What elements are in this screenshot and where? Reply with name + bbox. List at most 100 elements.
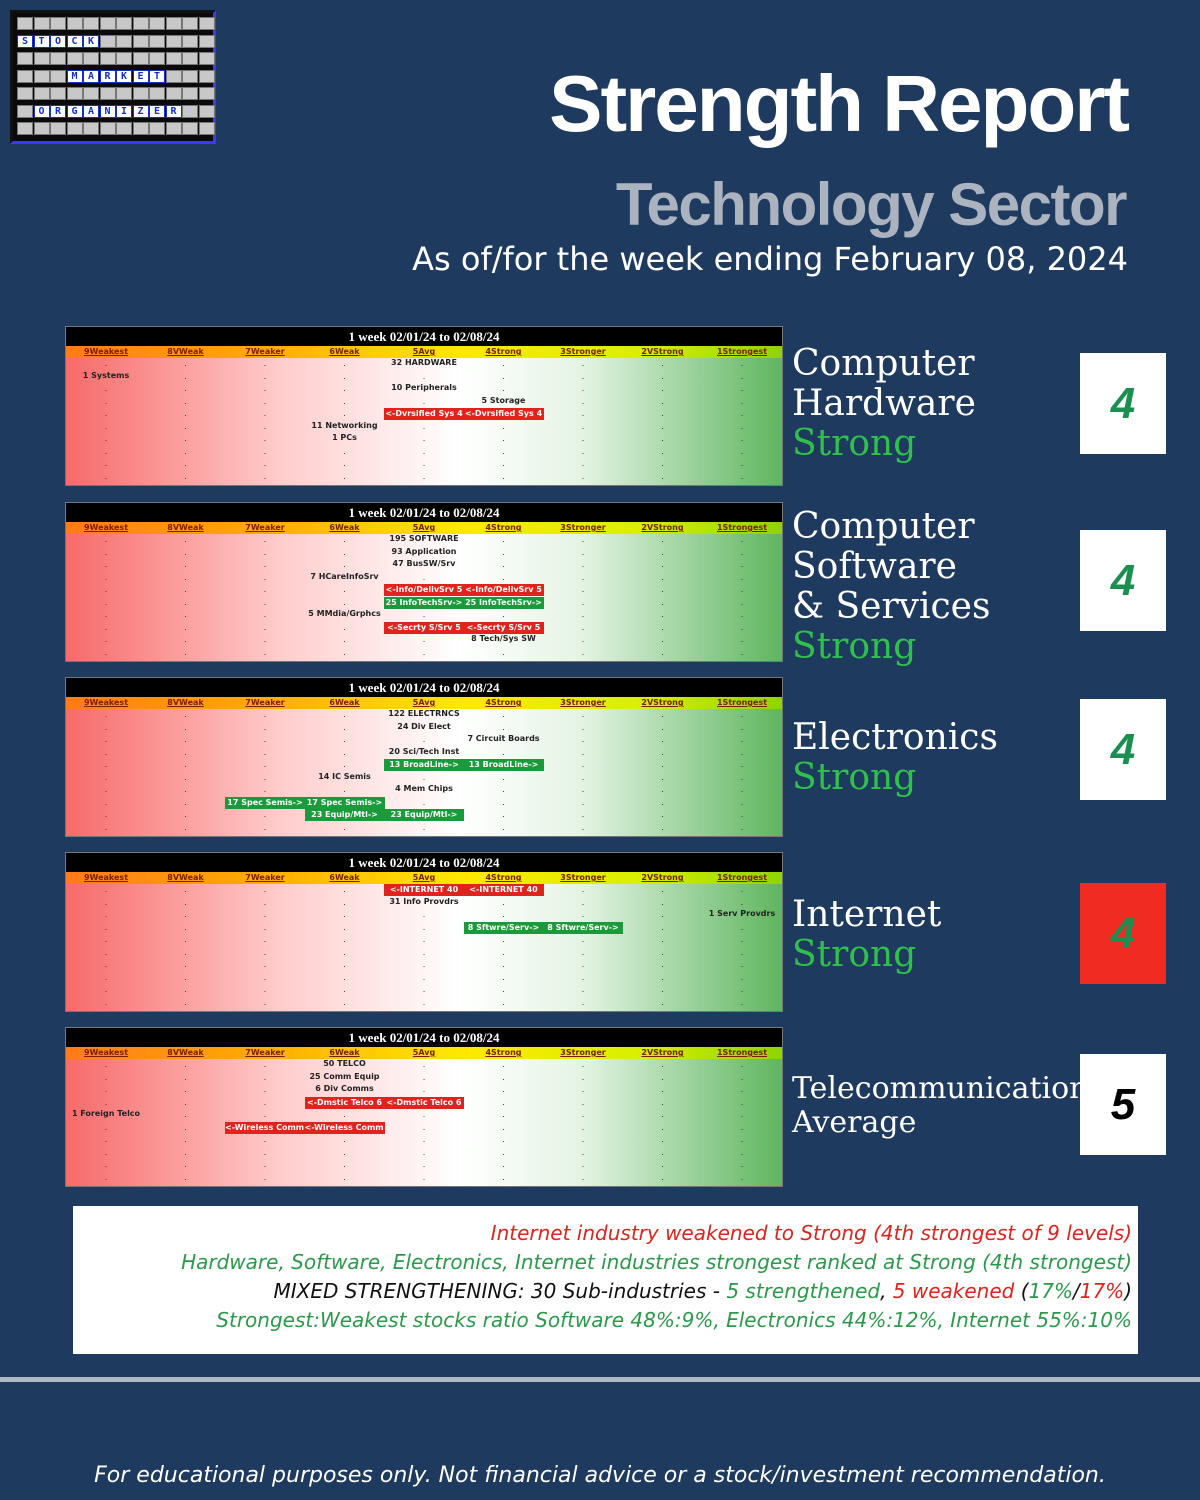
logo-tile (17, 87, 33, 100)
grid-dot: . (581, 446, 585, 456)
grid-dot: . (740, 1122, 744, 1132)
grid-dot: . (184, 396, 187, 406)
grid-dot: . (343, 396, 346, 406)
logo-tile: T (33, 34, 50, 48)
logo-tile (17, 122, 33, 135)
grid-dot: . (343, 622, 346, 632)
grid-dot: . (263, 810, 267, 819)
grid-dot: . (104, 471, 108, 481)
grid-dot: . (740, 359, 744, 368)
level-header-row: 9Weakest 8VWeak 7Weaker 6Weak 5Avg 4Strong 3St… (66, 522, 782, 534)
grid-dot: . (740, 960, 744, 969)
grid-dot: . (740, 797, 744, 807)
grid-dot: . (104, 421, 108, 431)
grid-dot: . (104, 1147, 108, 1157)
logo-tile: Z (132, 104, 149, 118)
sub-industry-label: 47 BusSW/Srv (392, 559, 456, 568)
grid-dot: . (343, 785, 346, 794)
grid-dot: . (263, 1135, 267, 1144)
logo-tile (182, 122, 198, 135)
grid-dot: . (422, 922, 426, 932)
grid-dot: . (184, 371, 187, 381)
grid-dot: . (263, 409, 267, 418)
level-label: 1Strongest (716, 873, 768, 882)
grid-dot: . (184, 897, 187, 907)
grid-dot: . (343, 1135, 346, 1144)
grid-dot: . (661, 1097, 664, 1107)
grid-dot: . (661, 710, 664, 719)
sub-industry-label: 1 Foreign Telco (71, 1109, 141, 1118)
logo-tile: S (17, 34, 33, 48)
logo-tile: T (149, 69, 165, 83)
grid-dot: . (263, 1097, 267, 1107)
grid-dot: . (502, 772, 505, 782)
grid-dot: . (104, 947, 108, 957)
sub-industry-label: 11 Networking (311, 420, 378, 430)
grid-dot: . (104, 935, 108, 944)
grid-dot: . (422, 772, 426, 782)
grid-dot: . (184, 885, 187, 894)
logo-tile: R (165, 104, 182, 118)
grid-dot: . (422, 735, 426, 744)
grid-dot: . (740, 409, 744, 418)
level-label: 3Stronger (560, 1048, 606, 1057)
grid-dot: . (661, 1160, 664, 1169)
grid-dot: . (422, 1172, 426, 1182)
grid-dot: . (740, 459, 744, 468)
logo-tile (50, 52, 66, 65)
grid-dot: . (104, 747, 108, 757)
grid-dot: . (740, 535, 744, 544)
logo-tile (149, 87, 165, 100)
panel-grid: ........................................… (66, 1059, 782, 1186)
grid-dot: . (581, 985, 585, 994)
grid-dot: . (661, 434, 664, 443)
grid-dot: . (661, 610, 664, 619)
logo-tile: O (33, 104, 50, 118)
level-label: 8VWeak (167, 873, 204, 882)
grid-dot: . (184, 1097, 187, 1107)
grid-dot: . (184, 434, 187, 443)
grid-dot: . (740, 972, 744, 982)
grid-dot: . (661, 722, 664, 732)
logo-tile (165, 87, 182, 100)
level-label: 7Weaker (245, 347, 285, 356)
grid-dot: . (343, 972, 346, 982)
grid-dot: . (661, 547, 664, 557)
grid-dot: . (502, 1147, 505, 1157)
grid-dot: . (263, 610, 267, 619)
grid-dot: . (661, 1172, 664, 1182)
sub-industry-label: 195 SOFTWARE (389, 534, 459, 543)
industry-name: Internet (792, 894, 942, 935)
grid-dot: . (661, 396, 664, 406)
logo-tile (99, 52, 116, 65)
panel-grid: ........................................… (66, 358, 782, 485)
logo-tile: C (66, 34, 83, 48)
grid-dot: . (502, 371, 505, 381)
grid-dot: . (184, 710, 187, 719)
grid-dot: . (104, 359, 108, 368)
industry-status: Strong (792, 757, 917, 798)
sub-industry-label: 14 IC Semis (318, 771, 371, 781)
grid-dot: . (184, 597, 187, 607)
logo-tile: R (50, 104, 66, 118)
grid-dot: . (343, 585, 346, 594)
grid-dot: . (581, 459, 585, 468)
grid-dot: . (581, 1072, 585, 1082)
grid-dot: . (422, 1122, 426, 1132)
level-label: 9Weakest (83, 698, 129, 707)
industry-label: Electronics Strong (792, 718, 998, 798)
grid-dot: . (581, 972, 585, 982)
grid-dot: . (104, 434, 108, 443)
grid-dot: . (343, 947, 346, 957)
logo-tile: K (116, 69, 132, 83)
grid-dot: . (740, 572, 744, 582)
grid-dot: . (502, 610, 505, 619)
grid-dot: . (184, 1110, 187, 1119)
logo-tile (165, 17, 182, 30)
grid-dot: . (104, 735, 108, 744)
level-label: 2VStrong (641, 873, 684, 882)
grid-dot: . (422, 459, 426, 468)
grid-dot: . (343, 985, 346, 994)
level-label: 8VWeak (167, 1048, 204, 1057)
grid-dot: . (740, 371, 744, 381)
